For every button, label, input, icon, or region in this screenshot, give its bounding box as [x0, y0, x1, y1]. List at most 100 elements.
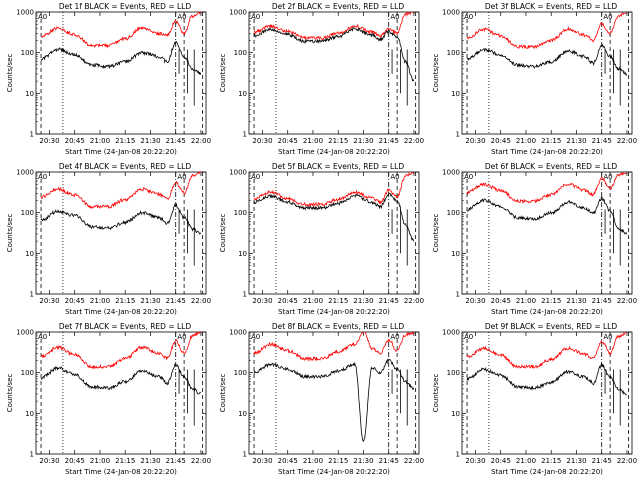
x-tick-label: 21:45: [379, 297, 399, 305]
chart-title: Det 4f BLACK = Events, RED = LLD: [59, 162, 192, 171]
y-tick-label: 1: [30, 131, 34, 139]
y-axis-label: Counts/sec: [432, 54, 440, 93]
y-tick-label: 1: [30, 291, 34, 299]
x-tick-label: 22:00: [191, 457, 211, 465]
x-tick-label: 21:00: [516, 297, 536, 305]
x-tick-label: 21:15: [328, 457, 348, 465]
y-tick-label: 10: [238, 250, 247, 258]
plot-frame: [35, 171, 207, 295]
plot-frame: [35, 331, 207, 455]
x-tick-label: 20:30: [465, 137, 485, 145]
y-tick-label: 10: [238, 90, 247, 98]
events-series-line: [253, 192, 415, 242]
events-series-line: [466, 43, 628, 77]
x-tick-label: 22:00: [191, 297, 211, 305]
y-tick-label: 1000: [16, 9, 34, 17]
y-tick-label: 1000: [442, 9, 460, 17]
detector-panel: Det 3f BLACK = Events, RED = LLD Counts/s…: [426, 0, 639, 160]
x-axis-label: Start Time (24-Jan-08 20:22:20): [278, 468, 390, 476]
y-tick-label: 100: [234, 209, 247, 217]
attenuator-marker: A0: [38, 13, 47, 21]
y-tick-label: 100: [21, 209, 34, 217]
y-tick-label: 100: [21, 369, 34, 377]
events-series-line: [466, 362, 627, 396]
attenuator-marker: A0: [177, 13, 186, 21]
x-tick-label: 21:30: [566, 297, 586, 305]
plot-frame: [248, 331, 420, 455]
y-tick-label: 1: [243, 451, 247, 459]
x-tick-label: 21:30: [353, 457, 373, 465]
x-tick-label: 21:15: [115, 137, 135, 145]
y-axis-label: Counts/sec: [219, 374, 227, 413]
detector-panel: Det 9f BLACK = Events, RED = LLD Counts/s…: [426, 320, 639, 480]
x-tick-label: 21:45: [592, 297, 612, 305]
lld-series-line: [466, 12, 627, 50]
x-tick-label: 21:45: [166, 297, 186, 305]
chart-title: Det 1f BLACK = Events, RED = LLD: [59, 2, 192, 11]
attenuator-marker: A0: [390, 13, 399, 21]
events-series-line: [253, 26, 415, 82]
x-tick-label: 21:15: [328, 297, 348, 305]
x-tick-label: 22:00: [191, 137, 211, 145]
x-tick-label: 20:45: [65, 457, 85, 465]
y-axis-label: Counts/sec: [219, 214, 227, 253]
attenuator-marker: A0: [464, 173, 473, 181]
lld-series-line: [253, 332, 414, 362]
attenuator-marker: A0: [38, 333, 47, 341]
x-tick-label: 21:30: [140, 457, 160, 465]
chart-svg: Det 1f BLACK = Events, RED = LLD Counts/s…: [6, 2, 211, 156]
y-tick-label: 1000: [16, 329, 34, 337]
y-tick-label: 1: [456, 291, 460, 299]
x-axis-label: Start Time (24-Jan-08 20:22:20): [278, 308, 390, 316]
x-tick-label: 22:00: [404, 137, 424, 145]
lld-series-line: [41, 332, 202, 370]
y-axis-label: Counts/sec: [432, 214, 440, 253]
lld-series-line: [253, 12, 414, 41]
y-tick-label: 1000: [442, 169, 460, 177]
x-tick-label: 21:00: [516, 137, 536, 145]
x-tick-label: 21:30: [566, 457, 586, 465]
x-axis-label: Start Time (24-Jan-08 20:22:20): [65, 468, 177, 476]
x-tick-label: 21:30: [140, 297, 160, 305]
y-tick-label: 1: [243, 131, 247, 139]
y-tick-label: 10: [25, 90, 34, 98]
x-tick-label: 21:00: [90, 297, 110, 305]
x-tick-label: 21:00: [303, 137, 323, 145]
x-tick-label: 21:45: [379, 137, 399, 145]
x-tick-label: 21:15: [115, 297, 135, 305]
y-tick-label: 10: [25, 410, 34, 418]
attenuator-marker: A0: [603, 13, 612, 21]
chart-svg: Det 5f BLACK = Events, RED = LLD Counts/s…: [219, 162, 424, 316]
attenuator-marker: A0: [603, 173, 612, 181]
x-tick-label: 22:00: [404, 457, 424, 465]
x-tick-label: 22:00: [404, 297, 424, 305]
chart-svg: Det 3f BLACK = Events, RED = LLD Counts/s…: [432, 2, 637, 156]
x-tick-label: 20:45: [491, 137, 511, 145]
lld-series-line: [466, 172, 627, 204]
attenuator-marker: A0: [251, 173, 260, 181]
x-tick-label: 20:30: [39, 457, 59, 465]
x-tick-label: 21:15: [541, 457, 561, 465]
chart-title: Det 9f BLACK = Events, RED = LLD: [485, 322, 618, 331]
chart-title: Det 6f BLACK = Events, RED = LLD: [485, 162, 618, 171]
x-tick-label: 20:30: [39, 297, 59, 305]
x-tick-label: 22:00: [617, 457, 637, 465]
y-axis-label: Counts/sec: [6, 214, 14, 253]
x-tick-label: 21:15: [115, 457, 135, 465]
x-axis-label: Start Time (24-Jan-08 20:22:20): [491, 148, 603, 156]
detector-panel: Det 7f BLACK = Events, RED = LLD Counts/s…: [0, 320, 213, 480]
detector-panel: Det 1f BLACK = Events, RED = LLD Counts/s…: [0, 0, 213, 160]
x-axis-label: Start Time (24-Jan-08 20:22:20): [278, 148, 390, 156]
detector-panel: Det 8f BLACK = Events, RED = LLD Counts/s…: [213, 320, 426, 480]
detector-panel: Det 6f BLACK = Events, RED = LLD Counts/s…: [426, 160, 639, 320]
y-tick-label: 1000: [16, 169, 34, 177]
detector-panel: Det 2f BLACK = Events, RED = LLD Counts/s…: [213, 0, 426, 160]
attenuator-marker: A0: [464, 333, 473, 341]
y-tick-label: 100: [234, 49, 247, 57]
y-tick-label: 10: [451, 410, 460, 418]
attenuator-marker: A0: [251, 333, 260, 341]
y-tick-label: 1000: [229, 9, 247, 17]
x-tick-label: 21:15: [328, 137, 348, 145]
x-tick-label: 20:45: [65, 137, 85, 145]
x-tick-label: 20:45: [491, 457, 511, 465]
